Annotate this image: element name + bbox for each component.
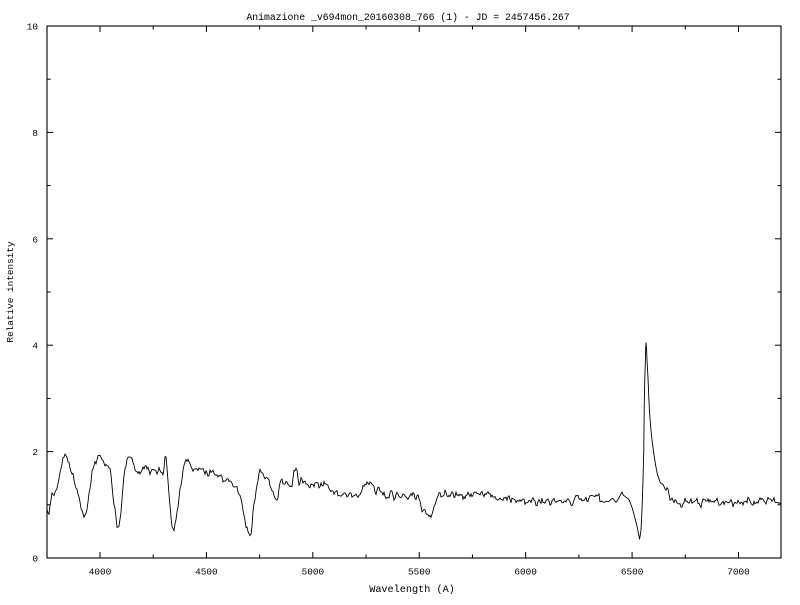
svg-text:0: 0: [32, 554, 38, 565]
svg-text:5000: 5000: [302, 567, 325, 578]
svg-text:4500: 4500: [195, 567, 218, 578]
svg-text:Animazione _v694mon_20160308_7: Animazione _v694mon_20160308_766 (1) - J…: [246, 12, 569, 23]
svg-text:4: 4: [32, 341, 38, 352]
svg-text:6: 6: [32, 234, 38, 245]
svg-text:6000: 6000: [514, 567, 537, 578]
svg-text:10: 10: [27, 22, 39, 33]
svg-text:6500: 6500: [621, 567, 644, 578]
svg-text:8: 8: [32, 128, 38, 139]
svg-text:Relative intensity: Relative intensity: [5, 241, 16, 343]
svg-text:4000: 4000: [89, 567, 112, 578]
svg-text:5500: 5500: [408, 567, 431, 578]
svg-text:2: 2: [32, 447, 38, 458]
svg-text:7000: 7000: [727, 567, 750, 578]
svg-text:Wavelength (A): Wavelength (A): [369, 584, 455, 596]
